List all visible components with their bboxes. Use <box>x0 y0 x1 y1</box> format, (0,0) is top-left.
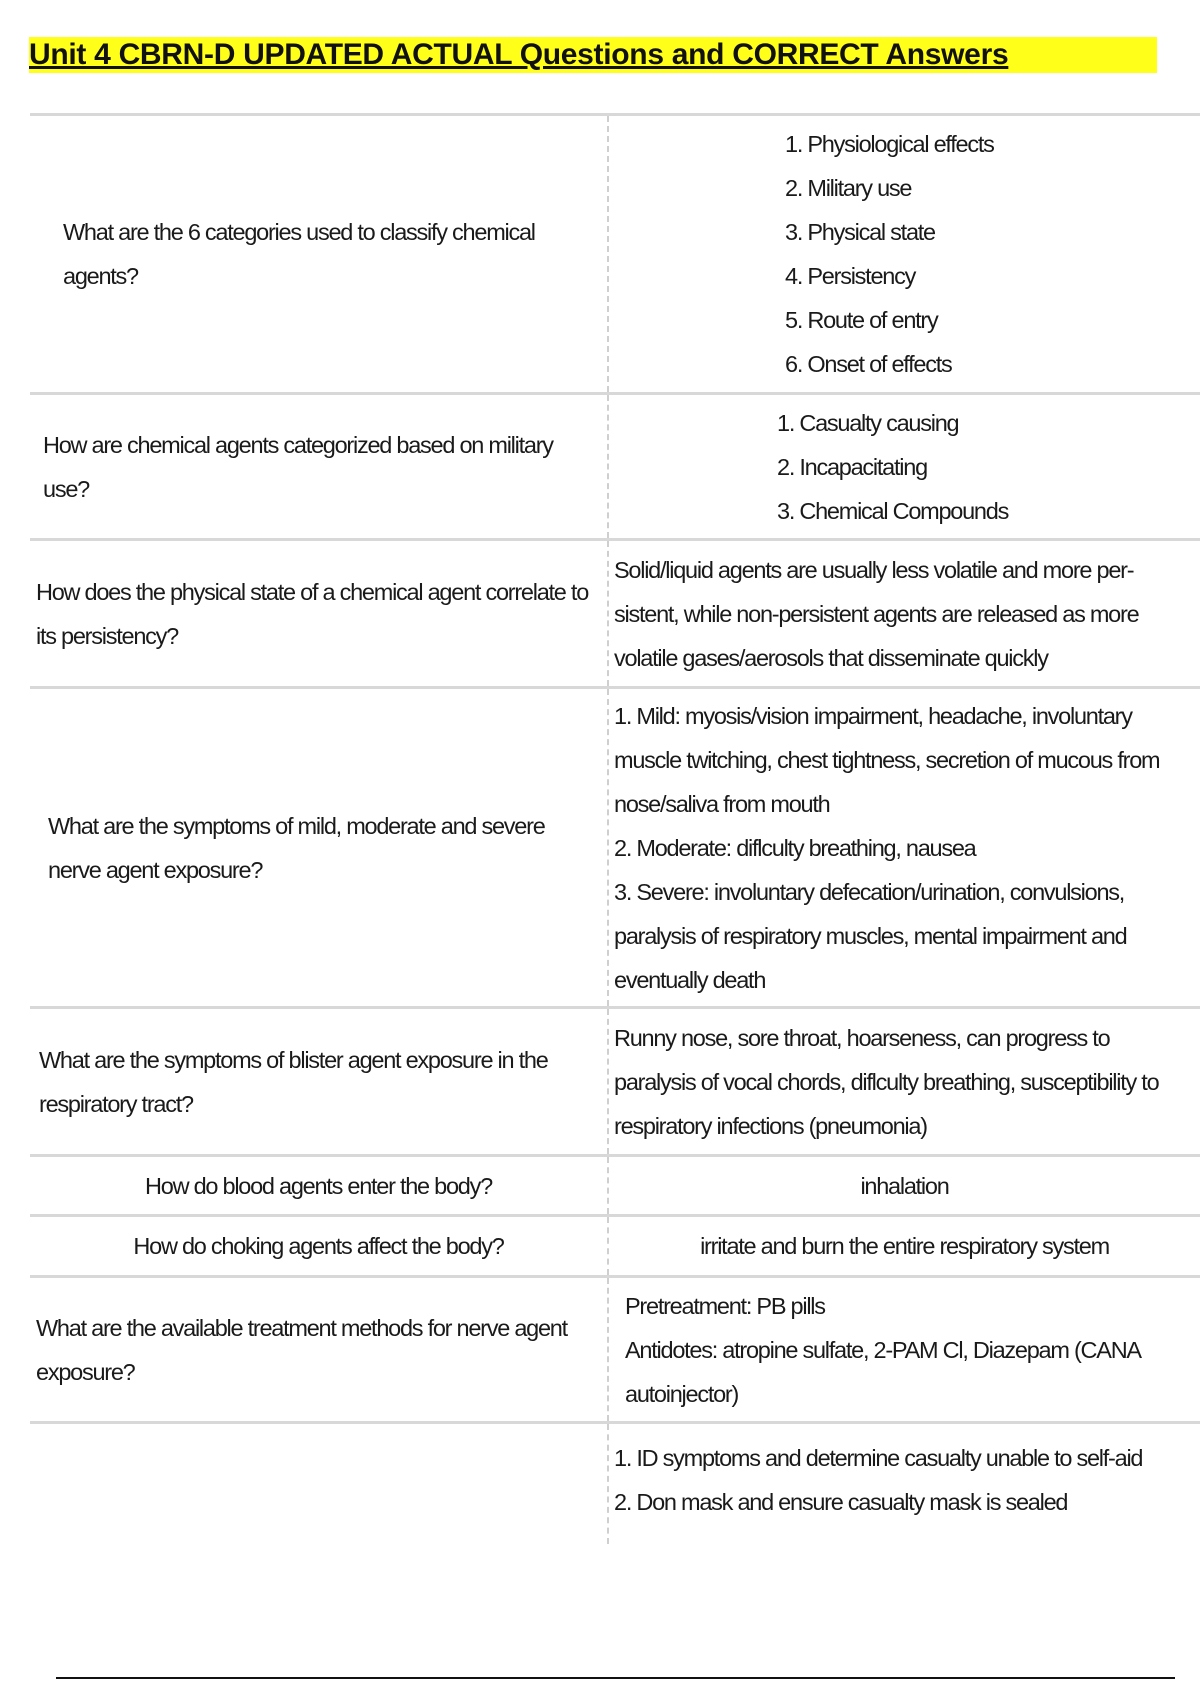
answer-line: 5. Route of entry <box>785 307 939 333</box>
question-cell: What are the 6 categories used to classi… <box>30 116 607 392</box>
answer-line: 3. Severe: involuntary defecation/urinat… <box>614 878 1132 993</box>
answer-line: Solid/liquid agents are usually less vol… <box>614 556 1144 671</box>
answer-cell: Pretreatment: PB pills Antidotes: atropin… <box>607 1278 1200 1421</box>
question-cell: What are the available treatment methods… <box>30 1278 607 1421</box>
answer-line: Pretreatment: PB pills <box>625 1292 826 1319</box>
table-row: What are the available treatment methods… <box>30 1275 1200 1421</box>
question-text: What are the symptoms of mild, moderate … <box>48 812 550 883</box>
answer-cell: 1. Mild: myosis/vision impairment, heada… <box>607 689 1200 1006</box>
answer-line: 2. Don mask and ensure casualty mask is … <box>614 1489 1068 1515</box>
table-row: How are chemical agents categorized base… <box>30 392 1200 538</box>
answer-line: 1. Casualty causing <box>777 409 960 436</box>
table-row: How do blood agents enter the body? inhal… <box>30 1154 1200 1214</box>
question-cell: How do blood agents enter the body? <box>30 1157 607 1214</box>
answer-line: 6. Onset of effects <box>785 351 953 377</box>
answer-line: 3. Chemical Compounds <box>777 497 1009 524</box>
answer-line: 1. Mild: myosis/vision impairment, heada… <box>614 702 1165 817</box>
answer-line: inhalation <box>860 1172 949 1199</box>
qa-table: What are the 6 categories used to classi… <box>30 113 1200 1544</box>
answer-line: irritate and burn the entire respiratory… <box>700 1233 1110 1259</box>
question-cell: How does the physical state of a chemica… <box>30 541 607 686</box>
question-cell: What are the symptoms of blister agent e… <box>30 1009 607 1154</box>
table-row: How do choking agents affect the body? ir… <box>30 1214 1200 1275</box>
question-text: How do choking agents affect the body? <box>133 1233 504 1259</box>
question-cell: How do choking agents affect the body? <box>30 1217 607 1275</box>
answer-cell: 1. Casualty causing 2. Incapacitating 3. C… <box>607 395 1200 538</box>
answer-cell: Solid/liquid agents are usually less vol… <box>607 541 1200 686</box>
question-text: How does the physical state of a chemica… <box>36 578 594 649</box>
table-row: What are the symptoms of mild, moderate … <box>30 686 1200 1006</box>
answer-cell: inhalation <box>607 1157 1200 1214</box>
question-cell <box>30 1424 607 1544</box>
answer-cell: irritate and burn the entire respiratory… <box>607 1217 1200 1275</box>
answer-line: 1. ID symptoms and determine casualty un… <box>614 1445 1144 1471</box>
answer-cell: 1. ID symptoms and determine casualty un… <box>607 1424 1200 1544</box>
question-text: How do blood agents enter the body? <box>145 1172 493 1199</box>
answer-cell: 1. Physiological effects 2. Military use 3… <box>607 116 1200 392</box>
footer-rule <box>56 1677 1175 1679</box>
answer-cell: Runny nose, sore throat, hoarseness, can… <box>607 1009 1200 1154</box>
document-title-highlight: Unit 4 CBRN-D UPDATED ACTUAL Questions a… <box>29 37 1157 73</box>
answer-line: Antidotes: atropine sulfate, 2-PAM Cl, D… <box>625 1336 1145 1407</box>
answer-line: Runny nose, sore throat, hoarseness, can… <box>614 1024 1164 1139</box>
question-text: What are the symptoms of blister agent e… <box>39 1046 553 1117</box>
table-row: What are the symptoms of blister agent e… <box>30 1006 1200 1154</box>
question-text: How are chemical agents categorized base… <box>43 431 559 502</box>
answer-line: 2. Moderate: diflculty breathing, nausea <box>614 834 977 861</box>
question-text: What are the 6 categories used to classi… <box>63 219 541 289</box>
question-text: What are the available treatment methods… <box>36 1314 573 1385</box>
table-row: What are the 6 categories used to classi… <box>30 113 1200 392</box>
table-row: 1. ID symptoms and determine casualty un… <box>30 1421 1200 1544</box>
document-title: Unit 4 CBRN-D UPDATED ACTUAL Questions a… <box>29 38 1009 71</box>
answer-line: 2. Military use <box>785 175 912 201</box>
answer-line: 3. Physical state <box>785 219 936 245</box>
answer-line: 4. Persistency <box>785 263 916 289</box>
answer-line: 2. Incapacitating <box>777 453 928 480</box>
question-cell: How are chemical agents categorized base… <box>30 395 607 538</box>
answer-line: 1. Physiological effects <box>785 131 995 157</box>
table-row: How does the physical state of a chemica… <box>30 538 1200 686</box>
question-cell: What are the symptoms of mild, moderate … <box>30 689 607 1006</box>
